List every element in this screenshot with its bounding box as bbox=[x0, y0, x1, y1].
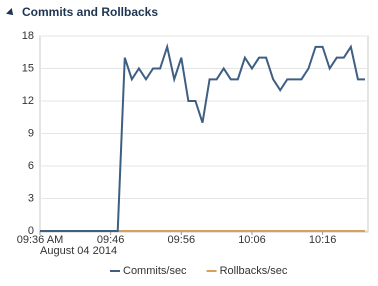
x-tick-label: 10:06 bbox=[238, 234, 266, 246]
x-tick-label: 10:16 bbox=[309, 234, 337, 246]
x-tick-label: 09:36 AM bbox=[17, 234, 63, 246]
x-tick-label: 09:56 bbox=[168, 234, 196, 246]
y-tick-label: 9 bbox=[28, 127, 34, 139]
legend-label: Rollbacks/sec bbox=[220, 265, 288, 277]
y-tick-label: 15 bbox=[22, 62, 34, 74]
y-tick-label: 0 bbox=[28, 225, 34, 237]
y-tick-label: 12 bbox=[22, 95, 34, 107]
collapse-icon bbox=[6, 8, 14, 16]
y-tick-label: 6 bbox=[28, 160, 34, 172]
y-tick-label: 18 bbox=[22, 30, 34, 42]
chart-title: Commits and Rollbacks bbox=[22, 5, 158, 19]
y-tick-label: 3 bbox=[28, 192, 34, 204]
x-tick-label: 09:46 bbox=[97, 234, 125, 246]
series-line bbox=[40, 43, 365, 232]
x-date-label: August 04 2014 bbox=[40, 245, 117, 257]
legend-label: Commits/sec bbox=[123, 265, 187, 277]
